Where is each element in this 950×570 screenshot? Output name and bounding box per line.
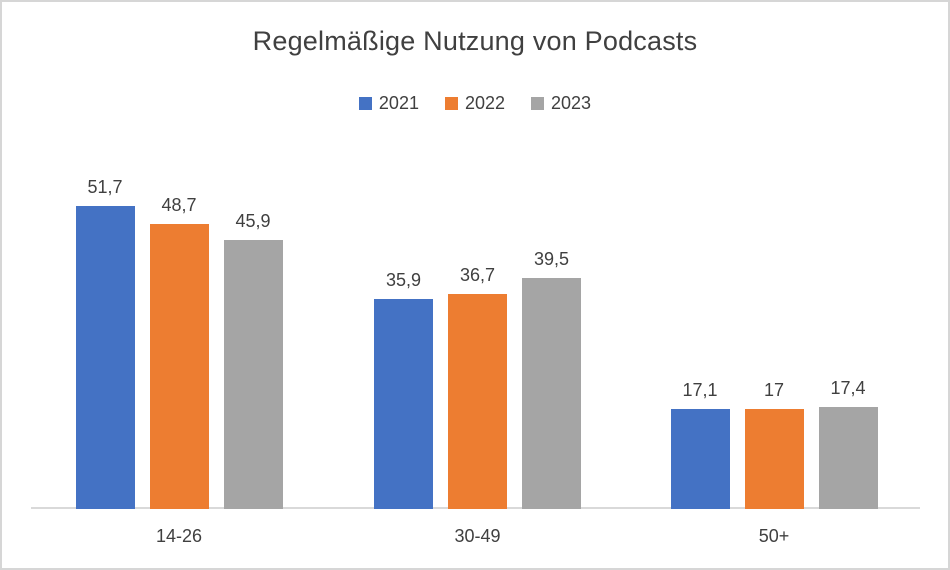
chart-title: Regelmäßige Nutzung von Podcasts [252,26,698,56]
legend-label-2023: 2023 [551,93,592,113]
legend-swatch-2022 [444,97,458,110]
bar-2023-30-49 [522,278,581,509]
value-label-2022-14-26: 48,7 [161,195,197,215]
value-label-2023-14-26: 45,9 [235,211,271,231]
legend-label-2021: 2021 [378,93,419,113]
value-label-2023-50+: 17,4 [830,378,866,398]
legend-swatch-2023 [531,97,545,110]
category-label-30-49: 30-49 [454,526,501,546]
value-label-2022-30-49: 36,7 [459,265,496,285]
bar-2022-50+ [744,409,804,509]
bar-2021-50+ [670,409,730,509]
bar-2021-14-26 [75,206,135,509]
legend-item-2021: 2021 [358,93,419,114]
value-label-2021-30-49: 35,9 [385,270,422,290]
value-label-2023-30-49: 39,5 [533,249,570,269]
bar-2022-14-26 [149,224,209,509]
legend-swatch-2021 [358,97,372,110]
legend-item-2022: 2022 [444,93,506,114]
value-label-2021-50+: 17,1 [682,380,718,400]
legend-item-2023: 2023 [531,93,591,114]
category-label-50+: 50+ [758,526,790,546]
bar-2023-14-26 [223,240,283,509]
category-label-14-26: 14-26 [155,526,203,546]
legend: 2021 2022 2023 [2,93,948,114]
legend-label-2022: 2022 [464,93,506,113]
value-label-2022-50+: 17 [763,380,785,400]
bar-2023-50+ [818,407,878,509]
bar-2021-30-49 [374,299,433,509]
bar-2022-30-49 [448,294,507,509]
value-label-2021-14-26: 51,7 [87,177,123,197]
